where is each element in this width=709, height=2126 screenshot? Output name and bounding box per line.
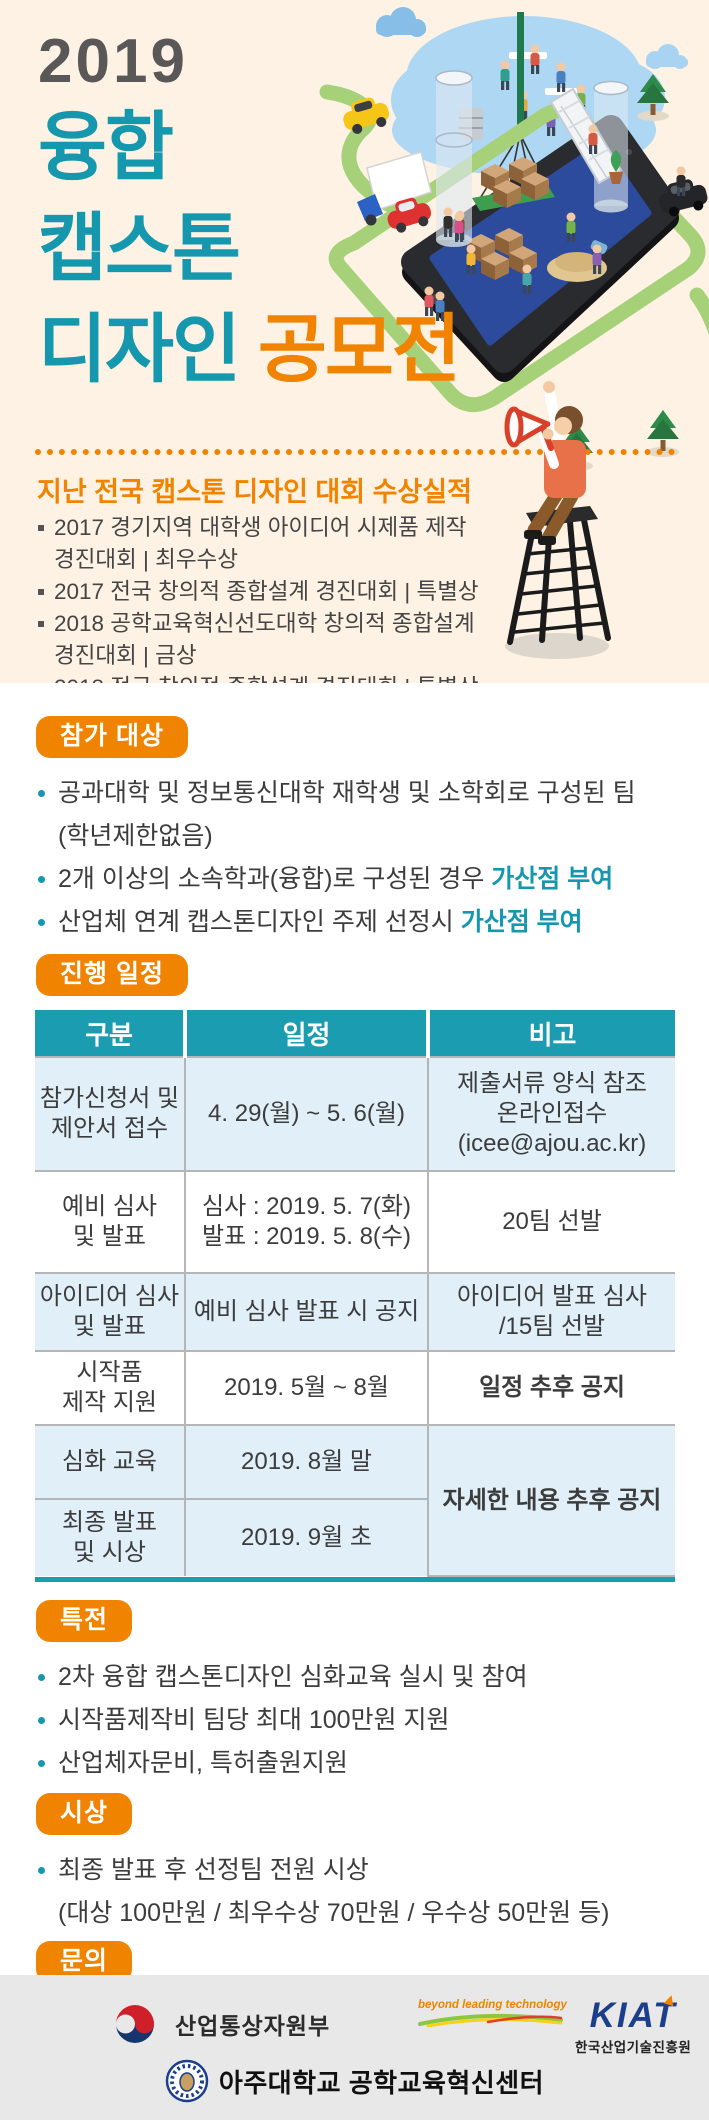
- kiat-swoosh-icon: [418, 2013, 563, 2028]
- small-cloud-left: [376, 7, 426, 37]
- cell-date: 2019. 5월 ~ 8월: [184, 1350, 429, 1426]
- list-item: 2개 이상의 소속학과(융합)로 구성된 경우 가산점 부여: [38, 858, 709, 901]
- section-badge-participation: 참가 대상: [36, 716, 188, 758]
- cell-category: 예비 심사 및 발표: [35, 1170, 186, 1274]
- bullet-icon: [38, 1760, 45, 1767]
- table-row: 예비 심사 및 발표 심사 : 2019. 5. 7(화) 발표 : 2019.…: [35, 1170, 675, 1274]
- table-row: 시작품 제작 지원 2019. 5월 ~ 8월 일정 추후 공지: [35, 1350, 675, 1426]
- col-header-note: 비고: [426, 1010, 675, 1057]
- cell-date: 2019. 8월 말: [184, 1424, 429, 1500]
- motie-logo: [116, 2005, 154, 2043]
- bullet-icon: [38, 1717, 45, 1724]
- cell-date: 2019. 9월 초: [184, 1498, 428, 1576]
- bullet-icon: [38, 1867, 45, 1874]
- shadow: [505, 633, 609, 659]
- award-item: 2017 경기지역 대학생 아이디어 시제품 제작 경진대회 | 최우수상: [38, 512, 483, 576]
- glass-cylinder-left: [435, 70, 473, 247]
- black-suv: [659, 179, 708, 217]
- bullet-icon: [38, 621, 44, 627]
- award-item: 2018 공학교육혁신선도대학 창의적 종합설계 경진대회 | 금상: [38, 608, 483, 672]
- ajou-logo-group: 아주대학교 공학교육혁신센터: [0, 2059, 709, 2103]
- ladder-stool: [507, 517, 611, 645]
- motie-logo-group: 산업통상자원부: [108, 1997, 330, 2051]
- ajou-seal-icon: [165, 2059, 209, 2103]
- bullet-icon: [38, 790, 45, 797]
- col-header-date: 일정: [183, 1010, 428, 1057]
- list-item: 산업체자문비, 특허출원지원: [38, 1742, 709, 1785]
- cell-note: 아이디어 발표 심사 /15팀 선발: [427, 1272, 675, 1352]
- poster-title-line2: 캡스톤: [38, 206, 241, 290]
- participation-list: 공과대학 및 정보통신대학 재학생 및 소학회로 구성된 팀 (학년제한없음) …: [38, 772, 709, 944]
- cell-note: 20팀 선발: [427, 1170, 675, 1274]
- cell-note-orange: 일정 추후 공지: [427, 1350, 675, 1426]
- hero-section: 2019 융합 캡스톤 디자인 공모전 지난 전국 캡스톤 디자인 대회 수상실…: [0, 0, 709, 732]
- cell-note: 제출서류 양식 참조 온라인접수 (icee@ajou.ac.kr): [427, 1056, 675, 1172]
- poster-title-line1: 융합: [38, 105, 174, 189]
- table-header-row: 구분 일정 비고: [35, 1010, 675, 1057]
- kiat-korean-name: 한국산업기술진흥원: [575, 2040, 692, 2055]
- award-item: 2017 전국 창의적 종합설계 경진대회 | 특별상: [38, 576, 483, 608]
- prizes-detail: (대상 100만원 / 최우수상 70만원 / 우수상 50만원 등): [58, 1899, 610, 1927]
- awards-heading: 지난 전국 캡스톤 디자인 대회 수상실적: [37, 477, 472, 507]
- hanging-box-pallet: [472, 157, 555, 211]
- announcer-person: [504, 381, 586, 545]
- cell-category: 최종 발표 및 시상: [35, 1498, 186, 1576]
- dotted-separator: [35, 449, 675, 455]
- bullet-icon: [38, 876, 45, 883]
- bullet-icon: [38, 589, 44, 595]
- footer-logos: 산업통상자원부 beyond leading technology KIAT 한…: [0, 1975, 709, 2120]
- cell-category: 심화 교육: [35, 1424, 186, 1500]
- highlight-text: 가산점 부여: [491, 865, 614, 893]
- bullet-icon: [38, 1674, 45, 1681]
- main-content: 참가 대상 공과대학 및 정보통신대학 재학생 및 소학회로 구성된 팀 (학년…: [0, 683, 709, 2057]
- cell-date: 4. 29(월) ~ 5. 6(월): [184, 1056, 429, 1172]
- motie-name: 산업통상자원부: [175, 2013, 331, 2039]
- escalator: [549, 87, 623, 185]
- table-row: 심화 교육 2019. 8월 말 자세한 내용 추후 공지: [35, 1424, 675, 1577]
- kiat-logo-group: beyond leading technology KIAT 한국산업기술진흥원: [418, 1993, 692, 2056]
- table-row: 참가신청서 및 제안서 접수 4. 29(월) ~ 5. 6(월) 제출서류 양…: [35, 1056, 675, 1172]
- delivery-truck: [357, 151, 432, 226]
- list-item: 최종 발표 후 선정팀 전원 시상: [38, 1849, 709, 1892]
- section-badge-prizes: 시상: [36, 1793, 133, 1835]
- isometric-city-illustration: [319, 7, 709, 471]
- table-row: 아이디어 심사 및 발표 예비 심사 발표 시 공지 아이디어 발표 심사 /1…: [35, 1272, 675, 1352]
- table-row: 최종 발표 및 시상 2019. 9월 초: [35, 1498, 675, 1576]
- cell-category: 시작품 제작 지원: [35, 1350, 186, 1426]
- benefits-list: 2차 융합 캡스톤디자인 심화교육 실시 및 참여 시작품제작비 팀당 최대 1…: [38, 1656, 709, 1785]
- bullet-icon: [38, 919, 45, 926]
- cell-date: 심사 : 2019. 5. 7(화) 발표 : 2019. 5. 8(수): [184, 1170, 429, 1274]
- prizes-list: 최종 발표 후 선정팀 전원 시상 (대상 100만원 / 최우수상 70만원 …: [38, 1849, 709, 1935]
- megaphone-announcer-illustration: [504, 381, 611, 659]
- potted-plant: [609, 150, 623, 184]
- bullet-icon: [38, 525, 44, 531]
- list-item: 2차 융합 캡스톤디자인 심화교육 실시 및 참여: [38, 1656, 709, 1699]
- ajou-name: 아주대학교 공학교육혁신센터: [218, 2067, 545, 2098]
- col-header-category: 구분: [35, 1010, 185, 1057]
- list-item: 시작품제작비 팀당 최대 100만원 지원: [38, 1699, 709, 1742]
- yellow-car: [343, 97, 389, 134]
- cell-category: 아이디어 심사 및 발표: [35, 1272, 186, 1352]
- kiat-wordmark: KIAT: [575, 1993, 691, 2033]
- cell-category: 참가신청서 및 제안서 접수: [35, 1056, 186, 1172]
- cell-note-merged-orange: 자세한 내용 추후 공지: [427, 1424, 675, 1577]
- cell-date: 예비 심사 발표 시 공지: [184, 1272, 429, 1352]
- section-badge-benefits: 특전: [36, 1600, 133, 1642]
- red-car: [387, 197, 432, 233]
- poster-title-line3: 디자인 공모전: [38, 307, 461, 391]
- poster-title-block: 2019 융합 캡스톤 디자인 공모전: [38, 26, 461, 400]
- sofa: [547, 240, 608, 282]
- small-cloud-right: [646, 44, 688, 69]
- section-badge-schedule: 진행 일정: [36, 954, 188, 996]
- list-item: 공과대학 및 정보통신대학 재학생 및 소학회로 구성된 팀 (학년제한없음): [38, 772, 709, 858]
- poster-year: 2019: [38, 27, 188, 96]
- megaphone-icon: [504, 406, 554, 451]
- schedule-table-wrap: 구분 일정 비고 참가신청서 및 제안서 접수 4. 29(월) ~ 5. 6(…: [35, 1010, 675, 1582]
- list-item: 산업체 연계 캡스톤디자인 주제 선정시 가산점 부여: [38, 901, 709, 944]
- schedule-table: 구분 일정 비고 참가신청서 및 제안서 접수 4. 29(월) ~ 5. 6(…: [35, 1010, 675, 1577]
- highlight-text: 가산점 부여: [460, 908, 583, 936]
- kiat-tagline: beyond leading technology: [418, 1999, 567, 2011]
